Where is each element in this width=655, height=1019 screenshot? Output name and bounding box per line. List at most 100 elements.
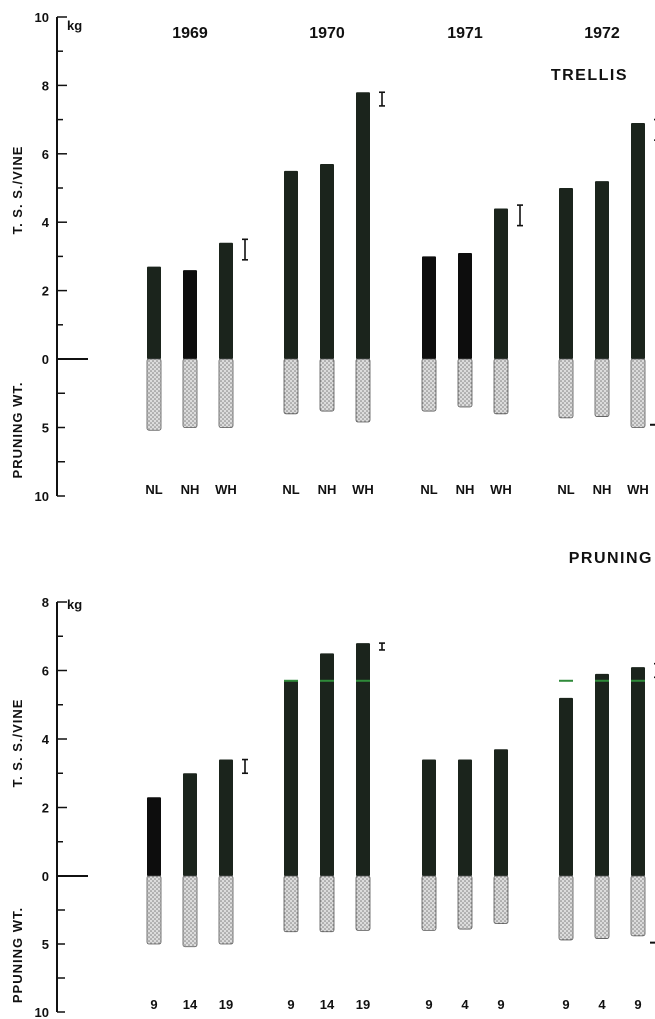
- bar-bottom: [421, 875, 437, 931]
- category-label: 14: [320, 997, 335, 1012]
- bar-bottom: [457, 875, 473, 930]
- bar-top: [631, 123, 645, 360]
- category-label: 9: [287, 997, 294, 1012]
- y-tick-label: 6: [42, 664, 49, 679]
- bar-top: [595, 181, 609, 359]
- bar-bottom: [355, 358, 371, 423]
- bar-top: [320, 653, 334, 876]
- y-tick-label: 10: [35, 10, 49, 25]
- year-label: 1969: [172, 25, 208, 42]
- bar-bottom: [457, 358, 473, 408]
- category-label: 9: [562, 997, 569, 1012]
- bar-bottom: [493, 358, 509, 415]
- bar-top: [356, 643, 370, 876]
- year-label: 1970: [309, 25, 345, 42]
- bar-top: [458, 252, 472, 359]
- category-label: NL: [420, 482, 437, 497]
- category-label: NL: [145, 482, 162, 497]
- unit-label: kg: [67, 18, 82, 33]
- bar-bottom: [630, 358, 646, 428]
- bar-bottom: [218, 875, 234, 945]
- bar-bottom: [319, 875, 335, 933]
- trellis-panel: 10 8 6 4 2 0 5 10 kg T. S. S./VINE PRUNING WT. TREL…: [10, 10, 655, 504]
- bar-top: [458, 759, 472, 876]
- y-bottom-tick-label: 5: [42, 421, 49, 436]
- category-label: 4: [461, 997, 469, 1012]
- bar-top: [147, 797, 161, 876]
- bar-bottom: [355, 875, 371, 931]
- panel-title: TRELLIS: [551, 67, 628, 84]
- bar-top: [559, 188, 573, 359]
- bar-bottom: [594, 875, 610, 939]
- bar-top: [559, 697, 573, 876]
- bar-bottom: [146, 358, 162, 431]
- category-label: NH: [456, 482, 475, 497]
- category-label: 9: [150, 997, 157, 1012]
- bar-bottom: [218, 358, 234, 428]
- y-tick-label: 0: [42, 352, 49, 367]
- y-tick-label: 2: [42, 284, 49, 299]
- category-label: 4: [598, 997, 606, 1012]
- bar-top: [356, 92, 370, 360]
- y-tick-label: 4: [42, 732, 50, 747]
- bar-top: [494, 208, 508, 359]
- category-label: 9: [425, 997, 432, 1012]
- category-label: 19: [219, 997, 233, 1012]
- bar-top: [320, 164, 334, 359]
- y-axis-label-top: T. S. S./VINE: [10, 699, 25, 788]
- bar-top: [284, 170, 298, 359]
- bar-bottom: [594, 358, 610, 417]
- bar-bottom: [283, 875, 299, 933]
- category-label: WH: [490, 482, 512, 497]
- y-bottom-tick-label: 10: [35, 1005, 49, 1019]
- bar-bottom: [421, 358, 437, 412]
- category-label: NH: [593, 482, 612, 497]
- y-bottom-tick-label: 5: [42, 937, 49, 952]
- y-tick-label: 4: [42, 215, 50, 230]
- bar-bottom: [558, 875, 574, 941]
- bar-bottom: [283, 358, 299, 415]
- bar-bottom: [630, 875, 646, 937]
- bar-bottom: [558, 358, 574, 419]
- y-axis-label-bottom: PPUNING WT.: [10, 907, 25, 1003]
- bar-top: [183, 270, 197, 359]
- y-tick-label: 8: [42, 78, 49, 93]
- category-label: NH: [181, 482, 200, 497]
- category-label: NH: [318, 482, 337, 497]
- bar-bottom: [182, 875, 198, 948]
- bar-top: [219, 759, 233, 876]
- bar-top: [422, 256, 436, 359]
- category-label: WH: [215, 482, 237, 497]
- category-label: 19: [356, 997, 370, 1012]
- y-tick-label: 6: [42, 147, 49, 162]
- bar-top: [595, 673, 609, 876]
- category-label: 14: [183, 997, 198, 1012]
- panel-title: PRUNING: [569, 550, 653, 567]
- category-label: 9: [497, 997, 504, 1012]
- y-tick-label: 2: [42, 801, 49, 816]
- bar-bottom: [146, 875, 162, 945]
- y-axis-label-top: T. S. S./VINE: [10, 146, 25, 235]
- y-axis-label-bottom: PRUNING WT.: [10, 382, 25, 479]
- y-tick-label: 8: [42, 595, 49, 610]
- bar-bottom: [182, 358, 198, 428]
- category-label: WH: [352, 482, 374, 497]
- bar-top: [284, 680, 298, 876]
- pruning-panel: 8 6 4 2 0 5 10 kg T. S. S./VINE PPUNING WT. PRUNIN…: [10, 550, 655, 1019]
- year-label: 1971: [447, 25, 483, 42]
- bar-top: [631, 667, 645, 876]
- category-label: 9: [634, 997, 641, 1012]
- bar-bottom: [319, 358, 335, 412]
- bar-top: [183, 773, 197, 876]
- y-bottom-tick-label: 10: [35, 489, 49, 504]
- unit-label: kg: [67, 597, 82, 612]
- year-label: 1972: [584, 25, 620, 42]
- bar-bottom: [493, 875, 509, 924]
- category-label: NL: [282, 482, 299, 497]
- bar-top: [494, 749, 508, 876]
- bar-top: [422, 759, 436, 876]
- y-tick-label: 0: [42, 869, 49, 884]
- bar-top: [219, 242, 233, 359]
- category-label: NL: [557, 482, 574, 497]
